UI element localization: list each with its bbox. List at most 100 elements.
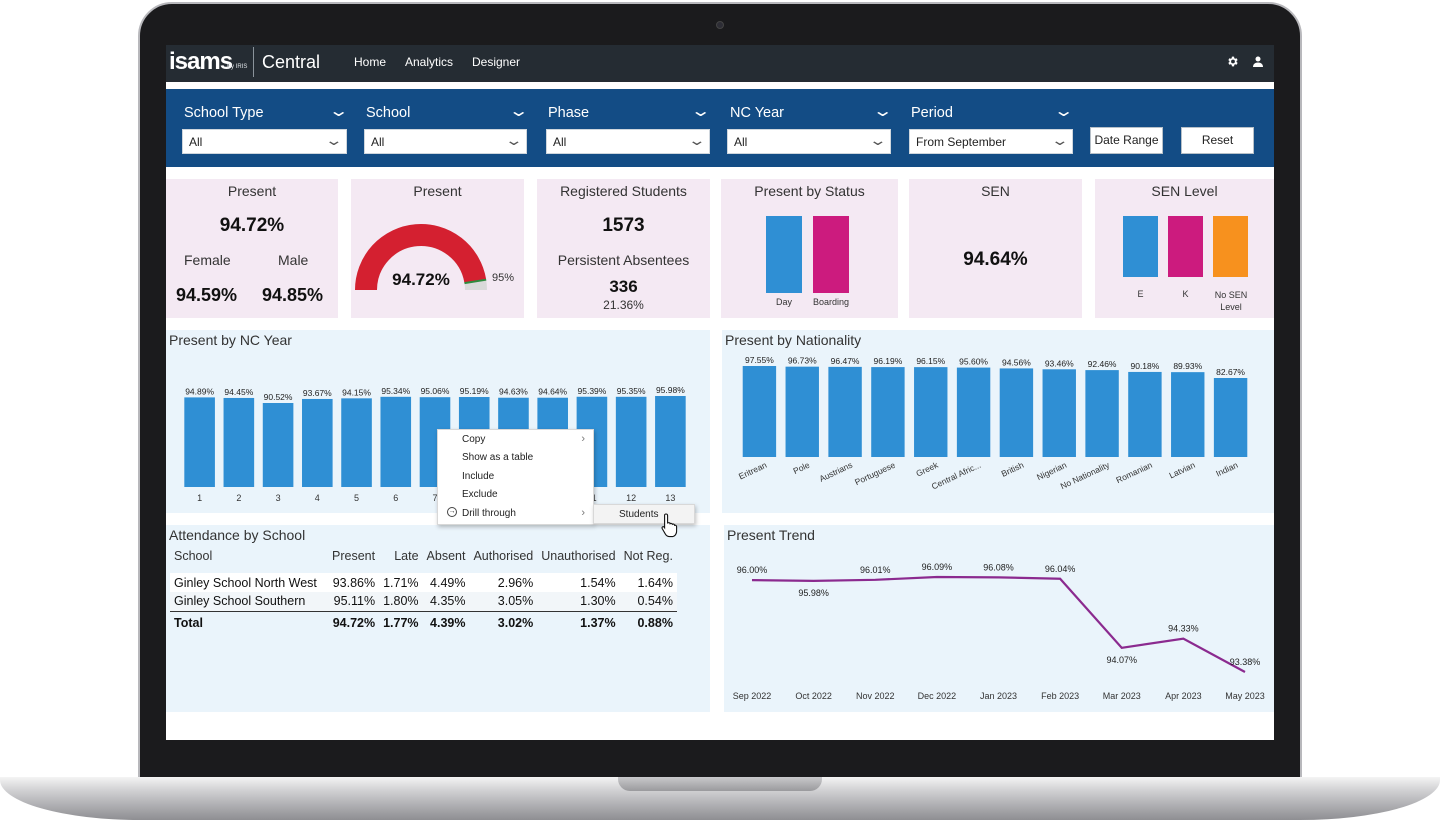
- bar[interactable]: [655, 396, 686, 487]
- tick-label: 2: [236, 493, 241, 503]
- column-header[interactable]: Absent: [426, 549, 466, 563]
- tick-label: Jan 2023: [980, 691, 1017, 701]
- sen-card[interactable]: SEN 94.64%: [909, 179, 1082, 318]
- trend-panel: Present Trend 96.00% Sep 2022 95.98% Oct 20…: [724, 525, 1274, 712]
- sen-level-bar-k[interactable]: [1168, 216, 1203, 277]
- menu-item-drill-through[interactable]: Drill through: [462, 508, 516, 519]
- chevron-down-icon[interactable]: ⌄: [1052, 103, 1075, 120]
- phase-select[interactable]: All ⌄: [546, 129, 710, 154]
- bar[interactable]: [1171, 372, 1205, 457]
- bar[interactable]: [742, 366, 777, 457]
- bar[interactable]: [302, 398, 333, 487]
- tick-label: Mar 2023: [1103, 691, 1141, 701]
- isams-logo[interactable]: isams: [169, 48, 233, 75]
- menu-item-students[interactable]: Students: [619, 509, 659, 520]
- date-range-button[interactable]: Date Range: [1090, 127, 1163, 154]
- bar[interactable]: [223, 397, 255, 487]
- bar[interactable]: [999, 368, 1034, 457]
- column-header[interactable]: Present: [332, 549, 376, 563]
- table-cell: 3.02%: [469, 610, 538, 635]
- sen-level-card[interactable]: SEN Level E K No SEN Level: [1095, 179, 1274, 318]
- user-icon[interactable]: [1252, 55, 1264, 71]
- bar[interactable]: [1128, 371, 1162, 457]
- filter-label: NC Year: [730, 105, 785, 121]
- bar[interactable]: [785, 366, 819, 457]
- registered-students-card[interactable]: Registered Students 1573 Persistent Abse…: [537, 179, 710, 318]
- bar[interactable]: [615, 396, 647, 487]
- table-cell: 1.37%: [537, 610, 620, 635]
- persistent-absentees-title: Persistent Absentees: [557, 252, 690, 268]
- gear-icon[interactable]: [1226, 55, 1239, 71]
- filter-label: School: [366, 105, 411, 121]
- laptop-hinge-notch: [618, 777, 822, 791]
- bar[interactable]: [914, 367, 948, 457]
- chevron-down-icon: ⌄: [504, 132, 524, 148]
- chevron-down-icon[interactable]: ⌄: [507, 103, 530, 120]
- sen-level-bar-no-sen[interactable]: [1213, 216, 1248, 277]
- present-gauge-card[interactable]: Present 94.72% 95%: [351, 179, 524, 318]
- menu-item-copy[interactable]: Copy: [462, 434, 486, 445]
- panel-title: Attendance by School: [169, 527, 306, 543]
- chevron-down-icon[interactable]: ⌄: [327, 103, 350, 120]
- column-header[interactable]: Unauthorised: [541, 549, 616, 563]
- gauge-target-label: 95%: [492, 272, 514, 284]
- table-cell: 2.96%: [469, 573, 538, 592]
- column-header[interactable]: Late: [394, 549, 419, 563]
- context-menu: Copy › Show as a table Include Exclude →…: [437, 429, 594, 525]
- bar[interactable]: [184, 397, 215, 487]
- bar[interactable]: [1085, 370, 1119, 457]
- tick-label: 1: [197, 493, 202, 503]
- tick-label: Austrians: [818, 460, 854, 484]
- app-name: Central: [262, 52, 321, 72]
- tick-label: Eritrean: [737, 460, 768, 482]
- data-label: 93.46%: [1045, 358, 1074, 368]
- table-row[interactable]: Ginley School North West 93.86% 1.71% 4.…: [170, 573, 677, 592]
- sen-level-bar-e[interactable]: [1123, 216, 1158, 277]
- table-cell: 93.86%: [328, 573, 380, 592]
- table-cell: 4.39%: [422, 610, 470, 635]
- table-header-row: School Present Late Absent Authorised Un…: [170, 545, 677, 567]
- menu-item-exclude[interactable]: Exclude: [462, 489, 498, 500]
- table-cell: 95.11%: [328, 592, 380, 611]
- bar[interactable]: [341, 398, 372, 487]
- camera: [716, 21, 724, 29]
- bar[interactable]: [380, 396, 412, 487]
- bar[interactable]: [828, 366, 862, 457]
- column-header[interactable]: Authorised: [473, 549, 534, 563]
- nav-analytics[interactable]: Analytics: [405, 55, 454, 69]
- card-title: SEN Level: [1151, 183, 1218, 199]
- data-label: 94.45%: [224, 387, 253, 397]
- bar[interactable]: [956, 367, 991, 457]
- bar[interactable]: [1042, 369, 1076, 457]
- nav-home[interactable]: Home: [354, 55, 387, 69]
- reset-button[interactable]: Reset: [1181, 127, 1254, 154]
- data-label: 96.47%: [831, 356, 860, 366]
- gauge-target-marker: [464, 278, 487, 285]
- bar[interactable]: [262, 403, 294, 487]
- period-select[interactable]: From September ⌄: [909, 129, 1073, 154]
- table-row[interactable]: Ginley School Southern 95.11% 1.80% 4.35…: [170, 592, 677, 611]
- tick-label: Sep 2022: [733, 691, 772, 701]
- column-header[interactable]: Not Reg.: [623, 549, 673, 563]
- bar[interactable]: [871, 367, 905, 457]
- school-type-select[interactable]: All ⌄: [182, 129, 347, 154]
- chevron-down-icon[interactable]: ⌄: [871, 103, 894, 120]
- present-card[interactable]: Present 94.72% Female Male 94.59% 94.85%: [166, 179, 338, 318]
- menu-item-show-as-table[interactable]: Show as a table: [462, 452, 534, 463]
- nc-year-select[interactable]: All ⌄: [727, 129, 891, 154]
- present-by-status-card[interactable]: Present by Status Day Boarding: [721, 179, 898, 318]
- attendance-panel: Attendance by School School Present Late…: [166, 525, 710, 712]
- female-label: Female: [184, 252, 231, 268]
- status-bar-boarding[interactable]: [813, 216, 849, 293]
- data-label: 95.39%: [578, 386, 607, 396]
- school-select[interactable]: All ⌄: [364, 129, 527, 154]
- tick-label: 12: [626, 493, 636, 503]
- bar[interactable]: [1213, 378, 1248, 457]
- chevron-down-icon[interactable]: ⌄: [689, 103, 712, 120]
- menu-item-include[interactable]: Include: [462, 471, 495, 482]
- column-header[interactable]: School: [174, 549, 213, 563]
- tick-label: Indian: [1214, 460, 1239, 479]
- status-bar-day[interactable]: [766, 216, 802, 293]
- nav-designer[interactable]: Designer: [472, 55, 521, 69]
- sen-level-label-e: E: [1137, 289, 1144, 299]
